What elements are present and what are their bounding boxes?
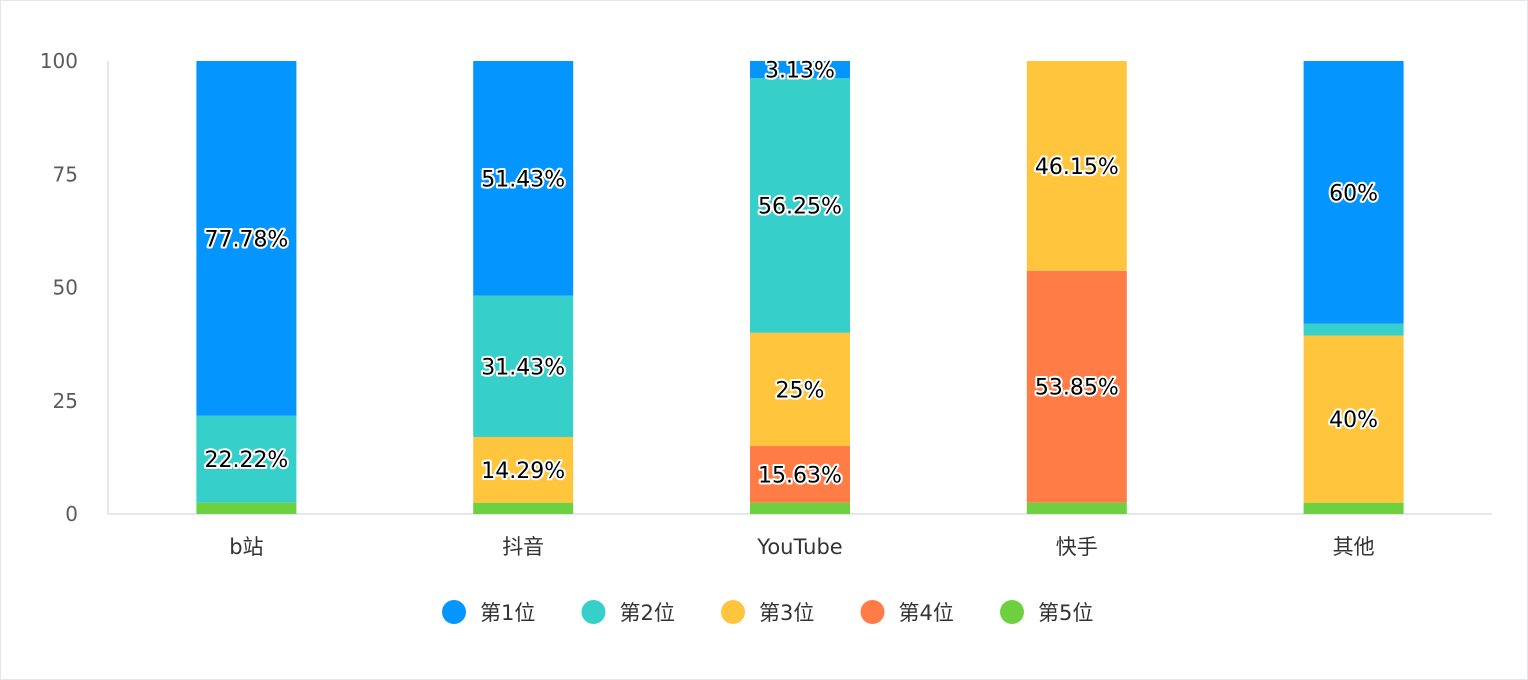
legend-marker (1000, 600, 1024, 624)
bar-segment[interactable] (196, 61, 297, 416)
bar-segment[interactable] (1026, 61, 1127, 271)
legend-marker (721, 600, 745, 624)
data-labels: 22.22% 77.78% 14.29% 31.43% 51.43% 15.63% 25% 5… (202, 57, 1380, 491)
legend-label: 第5位 (1038, 601, 1093, 625)
x-tick-label: YouTube (756, 535, 842, 559)
bar-segment[interactable] (750, 61, 850, 79)
bar-segment[interactable] (196, 502, 297, 514)
data-label: 25% (776, 378, 825, 403)
legend-item[interactable]: 第2位 (581, 600, 675, 625)
x-tick-label: b站 (229, 535, 263, 559)
data-label: 14.29% (481, 459, 565, 484)
data-label: 53.85% (1035, 376, 1119, 401)
x-tick-label: 快手 (1056, 535, 1098, 559)
bar-segment[interactable] (750, 332, 850, 447)
legend[interactable]: 第1位 第2位 第3位 第4位 第5位 (442, 600, 1093, 625)
data-label: 31.43% (481, 355, 565, 380)
y-tick-label: 75 (53, 162, 78, 186)
bar-segment[interactable] (473, 61, 574, 296)
legend-marker (442, 600, 466, 624)
bar-segment[interactable] (1303, 61, 1404, 324)
y-tick-label: 100 (40, 49, 78, 73)
data-label: 60% (1329, 181, 1378, 206)
bar-segment[interactable] (1026, 502, 1127, 514)
legend-label: 第3位 (759, 601, 814, 625)
bars (196, 61, 1404, 514)
bar-segment[interactable] (1303, 335, 1404, 503)
bar-segment[interactable] (750, 446, 850, 503)
data-label: 40% (1329, 408, 1378, 433)
bar-segment[interactable] (196, 415, 297, 503)
data-label: 22.22% (204, 448, 288, 473)
x-axis: b站 抖音 YouTube 快手 其他 (108, 513, 1492, 559)
legend-item[interactable]: 第4位 (860, 600, 954, 625)
legend-item[interactable]: 第1位 (442, 600, 535, 625)
data-label: 56.25% (758, 195, 842, 220)
x-tick-label: 其他 (1333, 535, 1375, 559)
y-tick-label: 0 (65, 502, 78, 526)
legend-item[interactable]: 第5位 (1000, 600, 1093, 625)
bar-segment[interactable] (473, 502, 574, 514)
legend-marker (581, 600, 606, 624)
bar-segment[interactable] (1303, 502, 1404, 514)
x-tick-label: 抖音 (502, 535, 544, 559)
bar-segment[interactable] (1303, 323, 1404, 336)
y-axis: 0 25 50 75 100 (40, 49, 109, 526)
data-label: 46.15% (1035, 155, 1119, 180)
bar-segment[interactable] (473, 295, 574, 437)
bar-segment[interactable] (750, 502, 850, 514)
data-label: 77.78% (204, 227, 288, 252)
legend-label: 第1位 (480, 601, 535, 625)
bar-segment[interactable] (473, 436, 574, 503)
legend-label: 第2位 (620, 601, 675, 625)
data-label: 3.13% (765, 59, 835, 84)
legend-marker (860, 600, 885, 624)
y-tick-label: 25 (53, 389, 78, 413)
bar-segment[interactable] (750, 78, 850, 333)
legend-label: 第4位 (899, 601, 954, 625)
y-tick-label: 50 (53, 276, 78, 300)
data-label: 15.63% (758, 463, 842, 488)
legend-item[interactable]: 第3位 (721, 600, 814, 625)
data-label: 51.43% (481, 167, 565, 192)
bar-segment[interactable] (1026, 270, 1127, 503)
